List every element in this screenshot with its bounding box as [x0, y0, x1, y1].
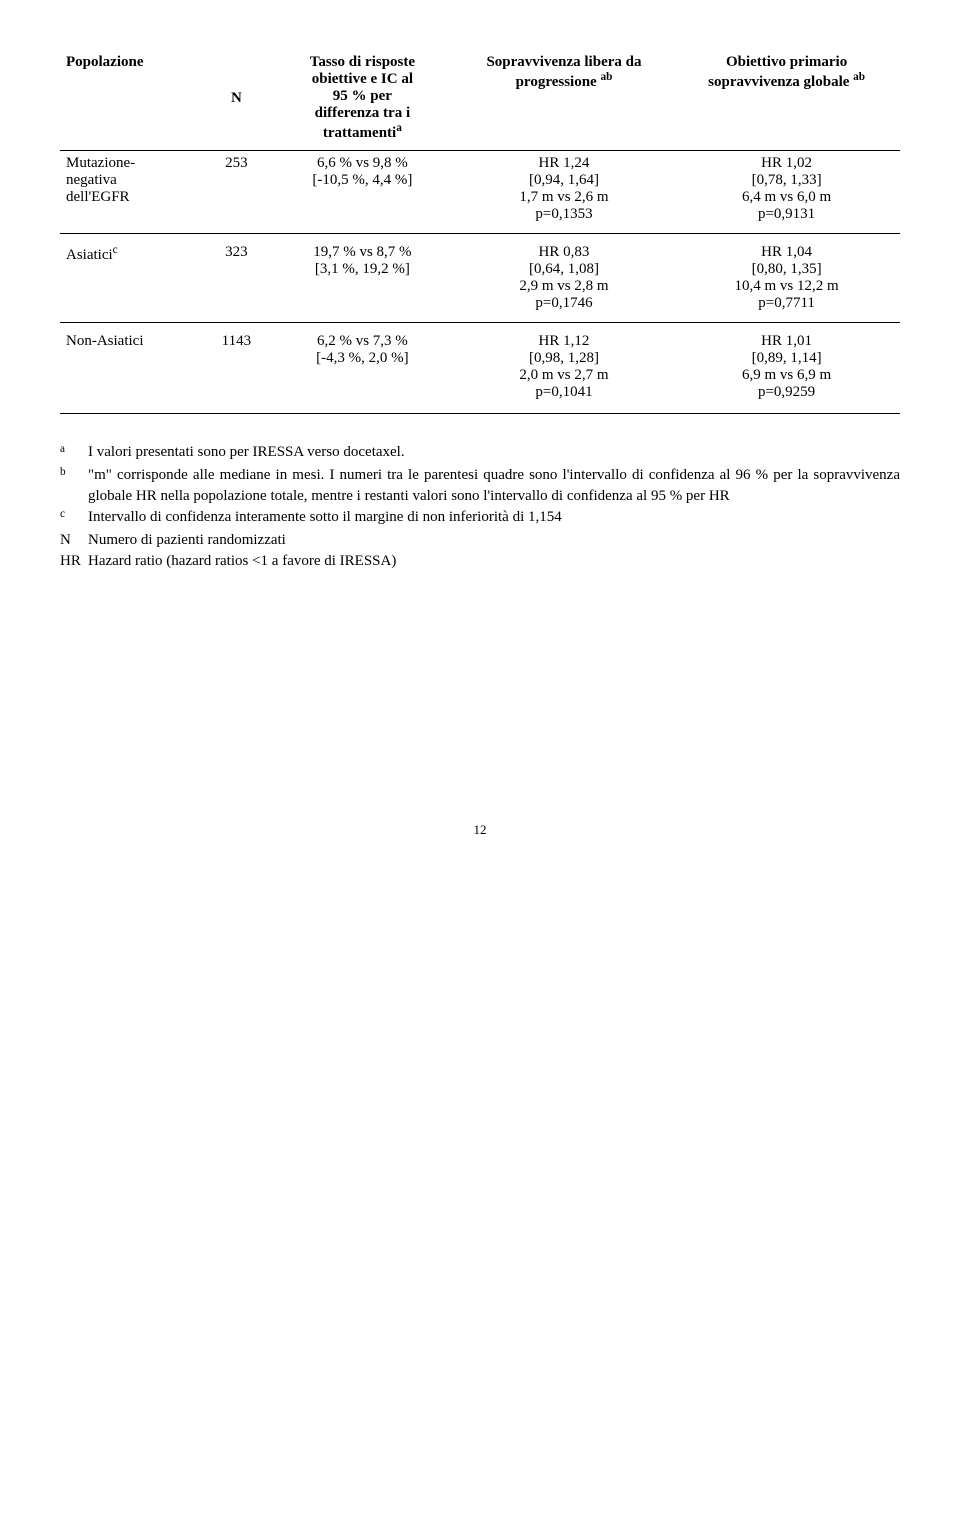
- cell-pfs: HR 1,12 [0,98, 1,28] 2,0 m vs 2,7 m p=0,…: [455, 329, 673, 414]
- footnote-b: b "m" corrisponde alle mediane in mesi. …: [60, 465, 900, 506]
- footnote-c: c Intervallo di confidenza interamente s…: [60, 507, 900, 529]
- clinical-data-table: Popolazione N Tasso di risposte obiettiv…: [60, 50, 900, 414]
- cell-population: Asiaticic: [60, 240, 203, 316]
- header-os: Obiettivo primario sopravvivenza globale…: [673, 50, 900, 151]
- cell-os: HR 1,01 [0,89, 1,14] 6,9 m vs 6,9 m p=0,…: [673, 329, 900, 414]
- cell-os: HR 1,04 [0,80, 1,35] 10,4 m vs 12,2 m p=…: [673, 240, 900, 316]
- cell-rr: 6,6 % vs 9,8 % [-10,5 %, 4,4 %]: [270, 151, 455, 228]
- header-response-rate: Tasso di risposte obiettive e IC al 95 %…: [270, 50, 455, 151]
- cell-population: Mutazione- negativa dell'EGFR: [60, 151, 203, 228]
- header-n: N: [203, 50, 270, 151]
- footnote-n: N Numero di pazienti randomizzati: [60, 530, 900, 550]
- table-row: Asiaticic 323 19,7 % vs 8,7 % [3,1 %, 19…: [60, 240, 900, 316]
- table-header-row: Popolazione N Tasso di risposte obiettiv…: [60, 50, 900, 151]
- cell-pfs: HR 0,83 [0,64, 1,08] 2,9 m vs 2,8 m p=0,…: [455, 240, 673, 316]
- cell-rr: 19,7 % vs 8,7 % [3,1 %, 19,2 %]: [270, 240, 455, 316]
- header-population: Popolazione: [60, 50, 203, 151]
- cell-os: HR 1,02 [0,78, 1,33] 6,4 m vs 6,0 m p=0,…: [673, 151, 900, 228]
- footnote-a: a I valori presentati sono per IRESSA ve…: [60, 442, 900, 464]
- table-row: Mutazione- negativa dell'EGFR 253 6,6 % …: [60, 151, 900, 228]
- footnote-hr: HR Hazard ratio (hazard ratios <1 a favo…: [60, 551, 900, 571]
- cell-n: 1143: [203, 329, 270, 414]
- header-pfs: Sopravvivenza libera da progressione ab: [455, 50, 673, 151]
- cell-n: 323: [203, 240, 270, 316]
- cell-n: 253: [203, 151, 270, 228]
- page-number: 12: [60, 822, 900, 838]
- cell-pfs: HR 1,24 [0,94, 1,64] 1,7 m vs 2,6 m p=0,…: [455, 151, 673, 228]
- footnotes: a I valori presentati sono per IRESSA ve…: [60, 442, 900, 572]
- cell-population: Non-Asiatici: [60, 329, 203, 414]
- cell-rr: 6,2 % vs 7,3 % [-4,3 %, 2,0 %]: [270, 329, 455, 414]
- table-row: Non-Asiatici 1143 6,2 % vs 7,3 % [-4,3 %…: [60, 329, 900, 414]
